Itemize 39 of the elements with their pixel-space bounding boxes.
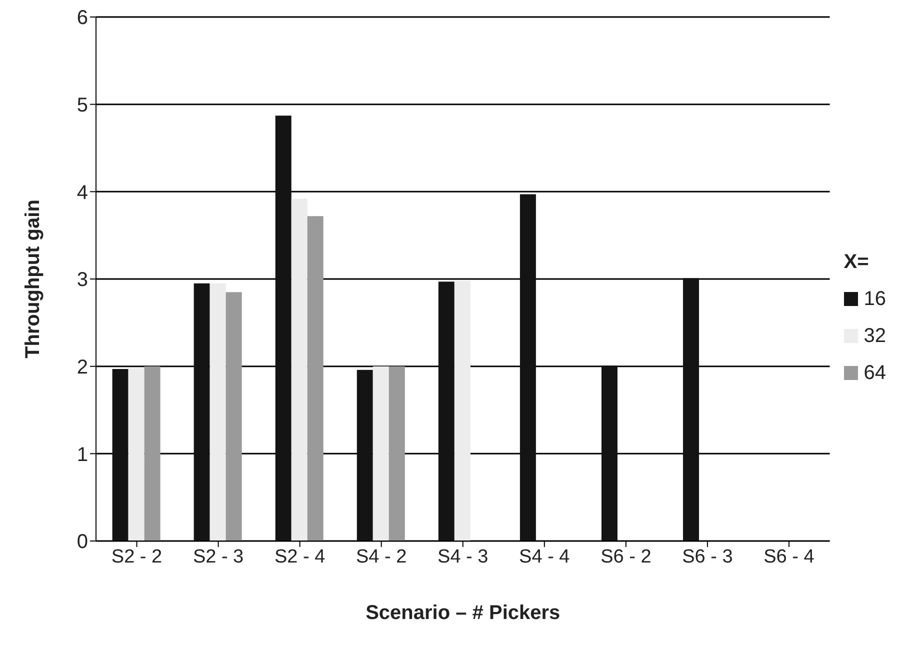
bar — [291, 198, 308, 541]
x-tick-label: S6 - 4 — [764, 546, 815, 568]
x-tick-label: S2 - 3 — [192, 546, 244, 568]
bar — [226, 292, 242, 541]
bar — [356, 370, 373, 541]
bar — [520, 194, 536, 541]
legend-label: 64 — [864, 362, 886, 384]
bar — [454, 280, 470, 541]
y-tick-label: 1 — [76, 444, 88, 466]
bar — [128, 368, 144, 541]
x-tick-label: S2 - 4 — [274, 546, 326, 568]
y-tick-label: 3 — [76, 269, 88, 292]
legend-label: 16 — [864, 288, 886, 310]
bar — [275, 116, 292, 541]
bar — [210, 283, 226, 541]
y-tick-label: 5 — [76, 94, 88, 116]
bar — [601, 365, 618, 541]
bar — [112, 368, 128, 541]
y-axis-title: Throughput gain — [22, 200, 44, 358]
x-tick-label: S6 - 3 — [682, 546, 733, 568]
legend-title: X= — [844, 250, 870, 274]
x-tick-label: S6 - 2 — [600, 546, 652, 568]
x-tick-label: S4 - 3 — [438, 546, 488, 568]
bar — [307, 216, 324, 541]
bar — [683, 278, 699, 541]
y-tick-label: 2 — [76, 356, 88, 378]
bar — [372, 366, 389, 541]
x-axis-title: Scenario – # Pickers — [366, 602, 560, 624]
bar — [144, 366, 160, 541]
bar — [388, 366, 405, 541]
x-tick-label: S2 - 2 — [111, 546, 162, 568]
bar — [194, 283, 210, 541]
bar — [438, 282, 454, 541]
y-tick-label: 4 — [76, 182, 88, 204]
x-tick-label: S4 - 2 — [356, 546, 407, 568]
legend-label: 32 — [864, 324, 886, 348]
y-tick-label: 0 — [76, 531, 88, 554]
y-tick-label: 6 — [76, 7, 88, 30]
x-tick-label: S4 - 4 — [519, 546, 570, 568]
